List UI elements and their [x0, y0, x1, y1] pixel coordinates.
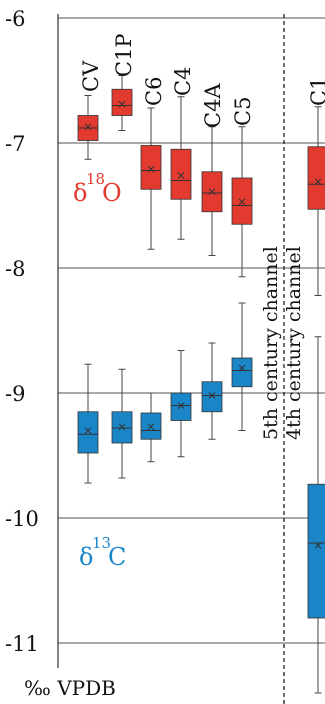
box-13C-c4 [170, 350, 192, 458]
category-label-c4a: C4A [201, 83, 225, 128]
box-13C-c1 [307, 336, 325, 694]
box-18O-c4a [201, 126, 223, 256]
series-label-superscript: 18 [86, 170, 105, 188]
category-label-c6: C6 [142, 77, 166, 106]
box-plot-marks [77, 75, 325, 694]
mean-marker [238, 364, 246, 372]
box-13C-c1p [111, 368, 133, 479]
series-label-d13c: δ 13 C [79, 534, 126, 571]
y-tick-label: -6 [5, 7, 25, 31]
category-label-c1: C1 [307, 77, 325, 106]
mean-marker [314, 542, 322, 549]
series-label-superscript: 13 [92, 534, 111, 552]
box-18O-cv [77, 95, 99, 160]
mean-marker [177, 402, 185, 409]
y-tick-label: -8 [5, 257, 25, 281]
box-13C-c6 [140, 392, 162, 463]
box-iqr [111, 88, 133, 116]
series-label-delta: δ [79, 543, 93, 571]
box-iqr [77, 411, 99, 454]
mean-marker [208, 392, 216, 399]
series-label-delta: δ [73, 179, 87, 207]
period-label-5th-century: 5th century channel [260, 246, 282, 440]
period-label-4th-century: 4th century channel [283, 246, 305, 440]
box-13C-c4a [201, 342, 223, 440]
box-iqr [201, 381, 223, 413]
category-label-c5: C5 [231, 97, 255, 126]
gridlines [57, 14, 325, 704]
box-iqr [307, 483, 325, 619]
mean-marker [84, 123, 92, 131]
mean-marker [118, 423, 126, 431]
y-axis-unit-label: ‰ VPDB [24, 676, 116, 700]
box-18O-c6 [140, 107, 162, 250]
y-tick-label: -11 [5, 632, 39, 656]
mean-marker [314, 178, 322, 186]
box-18O-c1 [307, 106, 325, 296]
category-label-c1p: C1P [112, 33, 136, 77]
y-tick-label: -9 [5, 382, 25, 406]
y-tick-label: -10 [5, 507, 39, 531]
box-iqr [307, 146, 325, 210]
box-iqr [170, 392, 192, 421]
mean-marker [84, 427, 92, 434]
series-label-element: C [108, 543, 126, 571]
box-18O-c1p [111, 75, 133, 131]
mean-marker [147, 423, 155, 431]
box-13C-cv [77, 363, 99, 484]
y-tick-label: -7 [5, 132, 25, 156]
box-iqr [231, 357, 253, 388]
category-label-c4: C4 [171, 67, 195, 96]
mean-marker [238, 198, 246, 206]
box-iqr [170, 148, 192, 200]
box-18O-c4 [170, 96, 192, 240]
box-13C-c5 [231, 302, 253, 431]
mean-marker [118, 100, 126, 108]
category-label-cv: CV [79, 60, 103, 92]
mean-marker [147, 165, 155, 173]
mean-marker [177, 172, 185, 179]
mean-marker [208, 188, 216, 196]
series-label-d18o: δ 18 O [73, 170, 122, 207]
series-label-element: O [102, 179, 122, 207]
box-18O-c5 [231, 126, 253, 278]
box-iqr [140, 145, 162, 190]
